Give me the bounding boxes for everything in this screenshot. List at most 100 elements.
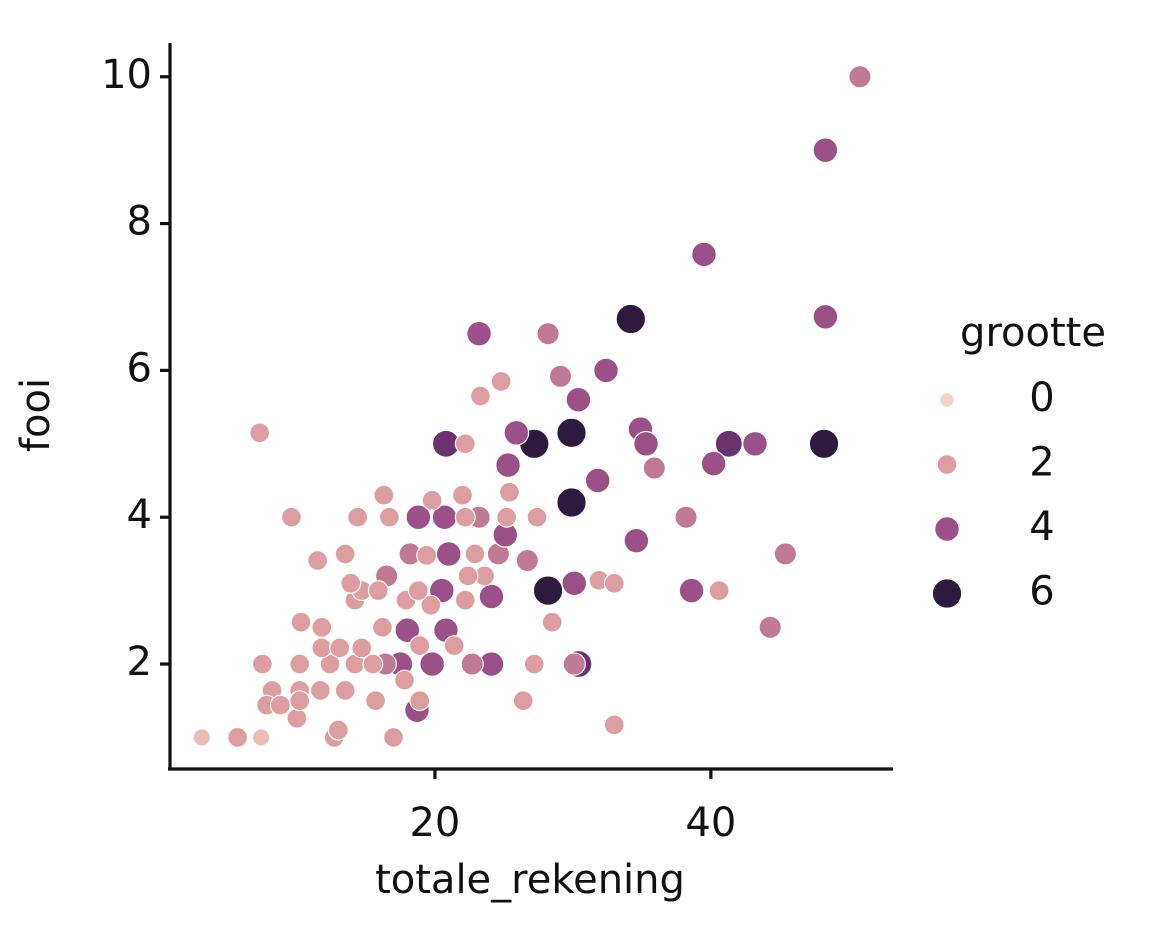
point	[561, 570, 588, 597]
point	[289, 653, 311, 675]
point	[532, 575, 564, 606]
point	[623, 527, 650, 554]
point	[327, 719, 349, 741]
point	[367, 580, 389, 602]
point	[812, 137, 839, 164]
point	[615, 303, 647, 335]
point	[603, 572, 625, 594]
point	[556, 417, 587, 449]
point	[700, 450, 727, 477]
point	[464, 543, 486, 565]
y-tick-label: 4	[127, 492, 152, 538]
point	[496, 506, 518, 528]
point	[515, 548, 540, 573]
point	[227, 726, 249, 748]
point	[495, 452, 521, 478]
point	[419, 651, 446, 677]
point	[742, 430, 768, 457]
point	[362, 653, 384, 675]
point	[269, 694, 291, 716]
point	[290, 611, 312, 633]
y-axis-label: fooi	[13, 378, 59, 452]
point	[562, 652, 586, 676]
point	[691, 241, 717, 268]
point	[383, 726, 405, 748]
point	[808, 428, 840, 460]
point	[565, 386, 592, 413]
point	[192, 728, 212, 747]
point	[420, 594, 442, 616]
point	[584, 467, 611, 494]
point	[365, 690, 387, 712]
point	[708, 580, 730, 602]
point	[409, 690, 431, 712]
point	[407, 580, 429, 602]
point	[435, 541, 462, 567]
point	[460, 652, 484, 676]
point	[394, 617, 421, 644]
point	[309, 679, 331, 701]
point	[642, 456, 666, 480]
point	[280, 506, 302, 528]
x-tick-label: 20	[409, 800, 460, 846]
point	[603, 714, 625, 736]
point	[347, 506, 369, 528]
point	[812, 303, 839, 330]
point	[289, 690, 311, 712]
point	[548, 364, 573, 388]
point	[334, 543, 356, 565]
point	[848, 65, 872, 89]
legend-title: grootte	[960, 310, 1106, 356]
point	[307, 550, 329, 572]
point	[251, 653, 273, 675]
legend-marker	[934, 516, 960, 542]
legend-label: 2	[1029, 440, 1054, 486]
point	[478, 583, 505, 610]
point	[311, 616, 333, 638]
point	[526, 506, 548, 528]
x-tick-label: 40	[685, 800, 736, 846]
point	[378, 506, 400, 528]
point	[394, 669, 416, 691]
point	[674, 505, 698, 529]
legend-marker	[938, 391, 956, 409]
point	[503, 419, 530, 446]
point	[454, 433, 476, 455]
point	[454, 589, 476, 611]
legend-marker	[931, 578, 963, 609]
point	[469, 385, 491, 407]
point	[409, 635, 431, 657]
point	[371, 616, 393, 638]
point	[334, 679, 356, 701]
point	[340, 572, 362, 594]
point	[556, 487, 587, 518]
point	[536, 321, 560, 346]
legend-label: 6	[1029, 569, 1054, 615]
legend-label: 4	[1029, 504, 1054, 550]
point	[286, 707, 308, 729]
point	[466, 320, 492, 347]
point	[443, 635, 465, 657]
point	[421, 489, 443, 511]
point	[351, 637, 373, 659]
legend-label: 0	[1029, 375, 1054, 421]
legend-marker	[936, 454, 958, 476]
point	[758, 615, 782, 640]
point	[773, 542, 798, 566]
point	[251, 728, 271, 747]
y-tick-label: 2	[127, 639, 152, 685]
point	[249, 422, 271, 444]
x-axis-label: totale_rekening	[375, 857, 685, 903]
y-tick-label: 6	[127, 345, 152, 391]
point	[416, 544, 438, 566]
point	[490, 370, 512, 392]
point	[329, 637, 351, 659]
point	[454, 506, 476, 528]
y-tick-label: 10	[101, 52, 152, 98]
point	[633, 430, 659, 457]
point	[373, 484, 395, 506]
point	[498, 481, 520, 503]
point	[523, 653, 545, 675]
